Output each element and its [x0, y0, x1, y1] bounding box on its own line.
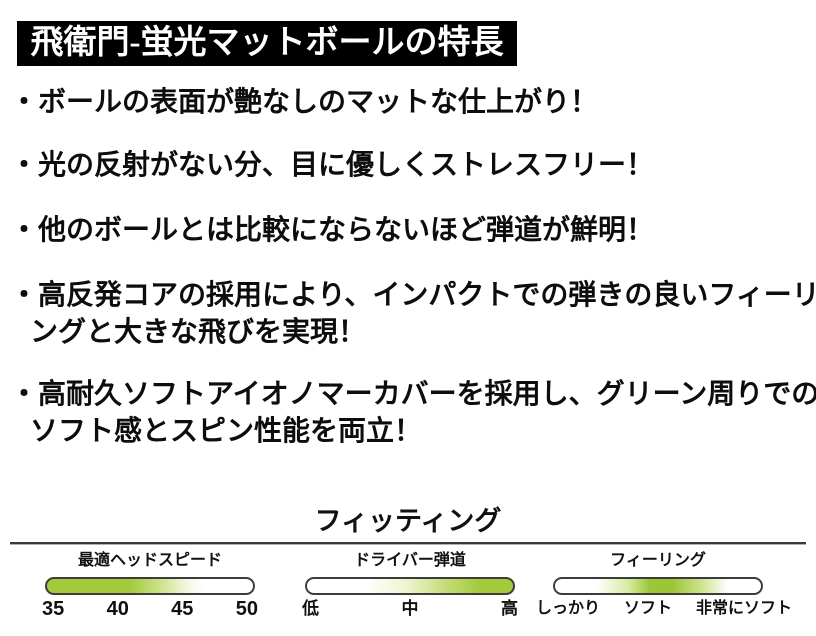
fitting-section-title: フィッティング — [314, 506, 502, 536]
gauge-head-speed-label: 最適ヘッドスピード — [77, 552, 222, 569]
gauge-driver-trajectory-bar — [305, 577, 515, 595]
tick-label: 中 — [401, 599, 419, 618]
tick-label: しっかり — [536, 600, 601, 617]
feature-bullet-no-glare: ・光の反射がない分、目に優しくストレスフリー！ — [10, 150, 655, 181]
gauge-feeling-ticks: しっかり ソフト 非常にソフト — [536, 599, 792, 619]
tick-label: 非常にソフト — [695, 600, 792, 617]
tick-label: 45 — [171, 598, 194, 620]
tick-label: 低 — [302, 599, 319, 618]
feature-bullet-ionomer-cover: ・高耐久ソフトアイオノマーカバーを採用し、グリーン周りでの ソフト感とスピン性能… — [10, 379, 816, 447]
feature-bullet-clear-trajectory: ・他のボールとは比較にならないほど弾道が鮮明！ — [10, 215, 655, 246]
tick-label: 高 — [501, 599, 518, 618]
gauge-feeling-label: フィーリング — [610, 552, 706, 569]
gauge-feeling: フィーリング しっかり ソフト 非常にソフト — [536, 551, 792, 619]
gauge-driver-trajectory: ドライバー弾道 低 中 高 — [300, 551, 520, 619]
gauge-head-speed-bar — [45, 577, 255, 595]
gauge-head-speed-ticks: 35 40 45 50 — [40, 599, 260, 619]
feature-bullet-matte-finish: ・ボールの表面が艶なしのマットな仕上がり！ — [10, 87, 599, 118]
gauge-driver-trajectory-label: ドライバー弾道 — [354, 552, 466, 569]
tick-label: 50 — [235, 598, 258, 620]
section-divider — [10, 542, 806, 545]
title-banner: 飛衛門-蛍光マットボールの特長 — [17, 21, 517, 66]
tick-label: ソフト — [623, 600, 672, 617]
gauge-feeling-bar — [553, 577, 763, 595]
feature-bullet-high-rebound-core: ・高反発コアの採用により、インパクトでの弾きの良いフィーリ ングと大きな飛びを実… — [10, 280, 816, 348]
gauge-driver-trajectory-ticks: 低 中 高 — [300, 599, 520, 619]
gauge-head-speed: 最適ヘッドスピード 35 40 45 50 — [40, 551, 260, 619]
tick-label: 40 — [106, 598, 129, 620]
tick-label: 35 — [42, 598, 65, 620]
